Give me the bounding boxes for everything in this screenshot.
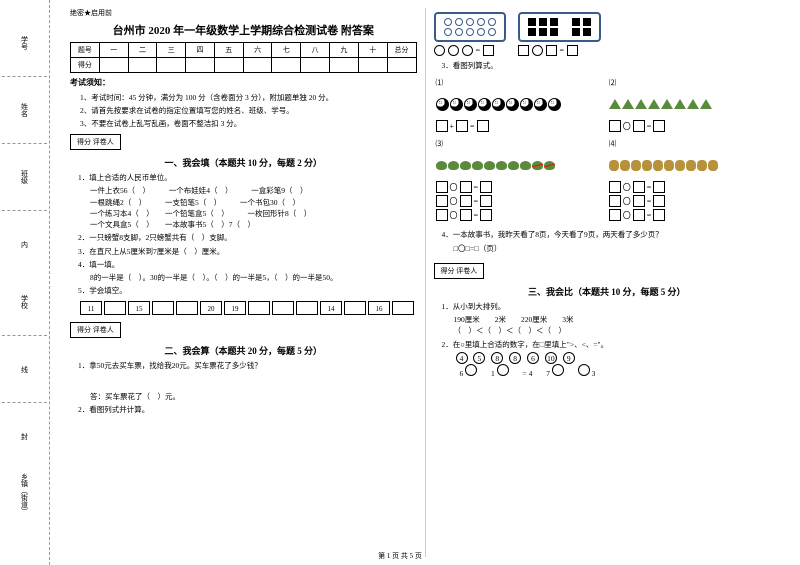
compare-row-2: 6 1 = 4 7 3 bbox=[454, 364, 781, 379]
q4-line: 8的一半是（ ）。30的一半是（ ）。（ ）的一半是5，（ ）的一半是50。 bbox=[90, 272, 417, 283]
score-box: 得分 评卷人 bbox=[70, 322, 121, 338]
binding-hint: 线 bbox=[20, 344, 30, 394]
notice-title: 考试须知： bbox=[70, 77, 417, 88]
q3: 3．在直尺上从5厘米到7厘米是（ ）厘米。 bbox=[78, 246, 417, 257]
notice-line: 1、考试时间：45 分钟，满分为 100 分（含卷面分 3 分），附加题单独 2… bbox=[80, 92, 417, 103]
secret-label: 绝密★启用前 bbox=[70, 8, 417, 18]
dots-panel-2 bbox=[518, 12, 601, 42]
section-1-heading: 一、我会填（本题共 10 分，每题 2 分） bbox=[70, 156, 417, 169]
q4-stem: 4．填一填。 bbox=[78, 259, 417, 270]
notice-line: 2、请首先按要求在试卷的指定位置填写您的姓名、班级、学号。 bbox=[80, 105, 417, 116]
pic-cell-2: ⑵ 〇= bbox=[607, 75, 780, 136]
q1-line: 一个练习本4（ ） 一个铅笔盒5（ ） 一枚回形针8（ ） bbox=[90, 208, 417, 219]
section-3-heading: 三、我会比（本题共 10 分，每题 5 分） bbox=[434, 285, 781, 298]
q2: 2．一只螃蟹8支脚，2只螃蟹共有（ ）支脚。 bbox=[78, 232, 417, 243]
section-2-heading: 二、我会算（本题共 20 分，每题 5 分） bbox=[70, 344, 417, 357]
pic-cell-3: ⑶ 〇= 〇= 〇= bbox=[434, 136, 607, 225]
q3-1-stem: 1．从小到大排列。 bbox=[442, 301, 781, 312]
q4-right: 4．一本故事书，我昨天看了8页，今天看了9页，两天看了多少页？ bbox=[442, 229, 781, 240]
shape-equation: = bbox=[434, 45, 506, 56]
binding-margin: 学号 姓名 班级 内 学校 线 封 乡镇（街道） bbox=[0, 0, 50, 565]
score-box: 得分 评卷人 bbox=[434, 263, 485, 279]
binding-label: 学校 bbox=[20, 277, 30, 327]
number-sequence: 111520191416 bbox=[80, 301, 417, 315]
pic-cell-4: ⑷ 〇= 〇= 〇= bbox=[607, 136, 780, 225]
q3-1-line2: （ ）＜（ ）＜（ ）＜（ ） bbox=[454, 325, 781, 336]
q5: 5．学会填空。 bbox=[78, 285, 417, 296]
q4-eq: □〇□=□（页） bbox=[454, 243, 781, 254]
shape-equation: = bbox=[518, 45, 601, 56]
q1-stem: 1．填上合适的人民币单位。 bbox=[78, 172, 417, 183]
q1-line: 一个文具盒5（ ） 一本故事书5（ ）7（ ） bbox=[90, 219, 417, 230]
picture-grid: ⑴ += ⑵ 〇= ⑶ 〇= 〇= 〇= ⑷ bbox=[434, 75, 781, 225]
compare-row-1: 4 5 8 8 6 10 9 bbox=[454, 352, 781, 364]
pic-cell-1: ⑴ += bbox=[434, 75, 607, 136]
dots-shapes-row: = = bbox=[434, 12, 781, 56]
binding-label: 学号 bbox=[20, 18, 30, 68]
right-column: = = 3．看图列算式。 ⑴ += ⑵ bbox=[426, 8, 789, 557]
page-footer: 第 1 页 共 5 页 bbox=[0, 551, 800, 561]
binding-label: 乡镇（街道） bbox=[20, 469, 30, 519]
binding-hint: 封 bbox=[20, 411, 30, 461]
q2-2: 2．看图列式并计算。 bbox=[78, 404, 417, 415]
score-table: 题号一二三四五六七八九十总分 得分 bbox=[70, 42, 417, 73]
q2-1-stem: 1．拿50元去买车票，找给我20元。买车票花了多少钱？ bbox=[78, 360, 417, 371]
binding-hint: 内 bbox=[20, 219, 30, 269]
exam-title: 台州市 2020 年一年级数学上学期综合检测试卷 附答案 bbox=[70, 22, 417, 38]
notice-line: 3、不要在试卷上乱写乱画，卷面不整洁扣 3 分。 bbox=[80, 118, 417, 129]
q2-1-answer: 答：买车票花了（ ）元。 bbox=[90, 391, 417, 402]
score-box: 得分 评卷人 bbox=[70, 134, 121, 150]
q1-line: 一件上衣56（ ） 一个布娃娃4（ ） 一盒彩笔9（ ） bbox=[90, 185, 417, 196]
q3-top: 3．看图列算式。 bbox=[442, 60, 781, 71]
binding-label: 班级 bbox=[20, 152, 30, 202]
q3-1-line1: 190厘米 2米 220厘米 3米 bbox=[454, 314, 781, 325]
binding-label: 姓名 bbox=[20, 85, 30, 135]
q1-line: 一根跳绳2（ ） 一支铅笔5（ ） 一个书包30（ ） bbox=[90, 197, 417, 208]
left-column: 绝密★启用前 台州市 2020 年一年级数学上学期综合检测试卷 附答案 题号一二… bbox=[62, 8, 426, 557]
q3-2-stem: 2．在○里填上合适的数字，在□里填上">、<、="。 bbox=[442, 339, 781, 350]
dots-panel-1 bbox=[434, 12, 506, 42]
